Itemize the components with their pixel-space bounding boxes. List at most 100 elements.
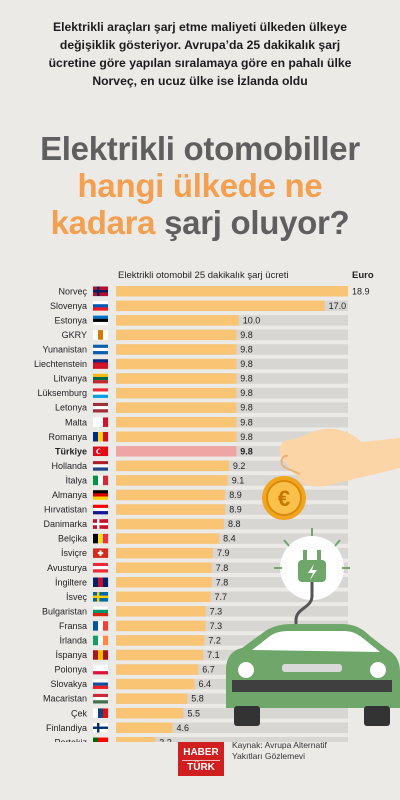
bar xyxy=(116,358,237,370)
bar-row: Bulgaristan 7.3 xyxy=(42,606,348,617)
logo-line2: TÜRK xyxy=(182,760,220,774)
bar xyxy=(116,344,237,355)
bar-track xyxy=(116,475,348,486)
bar-track xyxy=(116,518,348,530)
value-label: 6.4 xyxy=(199,679,212,689)
category-label: İsviçre xyxy=(61,548,87,558)
value-label: 3.2 xyxy=(159,737,172,742)
flag-icon xyxy=(93,723,109,733)
bar-row: Türkiye 9.8 xyxy=(55,446,348,457)
bar xyxy=(116,693,188,704)
value-label: 7.3 xyxy=(210,621,223,631)
chart-unit-label: Euro xyxy=(352,270,374,281)
flag-icon xyxy=(93,548,109,558)
category-label: Norveç xyxy=(58,286,87,296)
bar-track xyxy=(116,562,348,573)
bar xyxy=(116,416,237,428)
bar-row: Romanya 9.8 xyxy=(48,431,348,442)
bar xyxy=(116,489,226,501)
value-label: 9.8 xyxy=(240,417,253,427)
bar xyxy=(116,300,325,312)
illustration: € xyxy=(226,428,400,726)
category-label: Malta xyxy=(65,417,87,427)
flag-icon xyxy=(93,592,109,602)
bar xyxy=(116,460,229,472)
value-label: 9.8 xyxy=(240,359,253,369)
value-label: 8.9 xyxy=(229,505,242,515)
value-label: 9.8 xyxy=(240,403,253,413)
bar-track xyxy=(116,591,348,603)
value-label: 4.6 xyxy=(176,723,189,733)
flag-icon xyxy=(93,504,108,515)
bar-row: Lüksemburg 9.8 xyxy=(37,387,348,399)
value-label: 18.9 xyxy=(352,286,370,296)
bar-row: Estonya 10.0 xyxy=(54,315,348,326)
value-label: 9.8 xyxy=(240,446,253,456)
value-label: 9.1 xyxy=(232,475,245,485)
headline-part1: Elektrikli otomobiller xyxy=(40,130,360,167)
flag-icon xyxy=(93,606,108,617)
chart-title: Elektrikli otomobil 25 dakikalık şarj üc… xyxy=(118,270,289,281)
bar xyxy=(116,577,212,588)
bar xyxy=(116,329,237,341)
flag-icon xyxy=(93,417,109,427)
bar-row: İtalya 9.1 xyxy=(65,475,348,486)
euro-coin-icon: € xyxy=(262,476,306,520)
category-label: İngiltere xyxy=(55,577,87,587)
bar xyxy=(116,707,184,719)
flag-icon xyxy=(93,562,108,573)
bar xyxy=(116,315,239,326)
value-label: 5.8 xyxy=(191,694,204,704)
flag-icon xyxy=(93,693,108,704)
bar xyxy=(116,678,195,690)
flag-icon xyxy=(93,388,108,398)
bar-row: İsveç 7.7 xyxy=(66,591,348,603)
flag-icon xyxy=(93,650,109,660)
flag-icon xyxy=(93,533,109,544)
bar-row: GKRY 9.8 xyxy=(62,329,348,341)
bar-row: Litvanya 9.8 xyxy=(53,373,348,384)
bar-track xyxy=(116,504,348,515)
category-label: Almanya xyxy=(52,490,87,500)
flag-icon xyxy=(93,664,108,675)
category-label: Slovenya xyxy=(50,301,87,311)
category-label: Litvanya xyxy=(53,374,87,384)
bar-row: Fransa 7.3 xyxy=(59,620,348,632)
flag-icon xyxy=(93,461,108,471)
value-label: 9.8 xyxy=(240,330,253,340)
bar-track xyxy=(116,547,348,559)
headline-highlight: hangi ülkede ne kadara xyxy=(50,167,323,241)
category-label: Avusturya xyxy=(47,563,87,573)
logo-line1: HABER xyxy=(183,747,219,758)
value-label: 8.9 xyxy=(229,490,242,500)
value-label: 7.8 xyxy=(216,563,229,573)
category-label: Macaristan xyxy=(43,694,87,704)
bar xyxy=(116,664,199,675)
category-label: İspanya xyxy=(55,650,87,660)
bar-row: Slovenya 17.0 xyxy=(50,300,348,312)
bar-row: Belçika 8.4 xyxy=(58,533,348,544)
car-icon xyxy=(226,624,400,726)
category-label: Liechtenstein xyxy=(34,359,87,369)
value-label: 7.3 xyxy=(210,606,223,616)
flag-icon xyxy=(93,475,109,486)
bar xyxy=(116,562,212,573)
flag-icon xyxy=(93,446,109,457)
category-label: Türkiye xyxy=(55,446,87,456)
flag-icon xyxy=(93,432,109,442)
bar xyxy=(116,620,206,632)
bar-track xyxy=(116,606,348,617)
bar-row: Liechtenstein 9.8 xyxy=(34,358,348,370)
flag-icon xyxy=(93,315,108,326)
bar xyxy=(116,373,237,384)
flag-icon xyxy=(93,330,109,340)
flag-icon xyxy=(93,301,108,311)
bar-track xyxy=(116,635,348,646)
value-label: 8.8 xyxy=(228,519,241,529)
plug-icon xyxy=(274,528,350,632)
category-label: Finlandiya xyxy=(46,723,87,733)
bar xyxy=(116,518,225,530)
bar-row: Portekiz 3.2 xyxy=(54,737,348,742)
bar-track xyxy=(116,722,348,733)
bar xyxy=(116,431,237,442)
